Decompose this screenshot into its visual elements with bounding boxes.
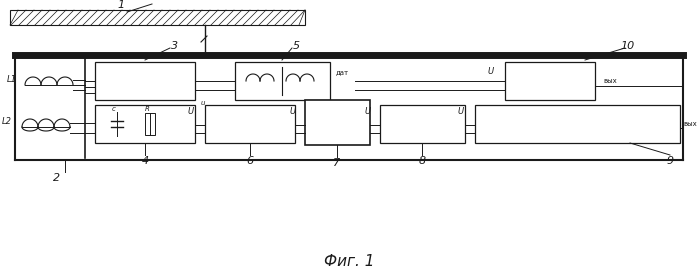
Bar bbox=[305, 100, 370, 145]
Text: вых: вых bbox=[603, 78, 617, 84]
Text: c: c bbox=[112, 106, 116, 112]
Bar bbox=[95, 62, 195, 100]
Text: 4: 4 bbox=[142, 156, 149, 166]
Text: R: R bbox=[144, 106, 149, 112]
Bar bbox=[95, 105, 195, 143]
Bar bbox=[475, 105, 680, 143]
Bar bbox=[235, 62, 330, 100]
Text: Фиг. 1: Фиг. 1 bbox=[324, 254, 374, 269]
Bar bbox=[15, 55, 683, 160]
Text: L2: L2 bbox=[2, 116, 12, 125]
Text: 8: 8 bbox=[418, 156, 426, 166]
Text: u: u bbox=[201, 100, 205, 106]
Text: 10: 10 bbox=[621, 41, 635, 51]
Text: 6: 6 bbox=[246, 156, 253, 166]
Text: 7: 7 bbox=[334, 158, 341, 168]
Text: U: U bbox=[290, 106, 296, 115]
Text: 3: 3 bbox=[172, 41, 179, 51]
Bar bbox=[380, 105, 465, 143]
Text: вых: вых bbox=[683, 121, 697, 127]
Text: U: U bbox=[458, 106, 464, 115]
Text: 1: 1 bbox=[117, 0, 124, 10]
Text: L1: L1 bbox=[7, 75, 17, 83]
Bar bbox=[10, 10, 305, 25]
Bar bbox=[145, 113, 155, 135]
Text: дат: дат bbox=[336, 69, 348, 75]
Text: 9: 9 bbox=[667, 156, 674, 166]
Text: U: U bbox=[488, 68, 494, 76]
Text: U: U bbox=[365, 106, 371, 115]
Bar bbox=[205, 105, 295, 143]
Text: 5: 5 bbox=[292, 41, 299, 51]
Text: 2: 2 bbox=[54, 173, 61, 183]
Bar bbox=[505, 62, 595, 100]
Text: U: U bbox=[188, 106, 194, 115]
